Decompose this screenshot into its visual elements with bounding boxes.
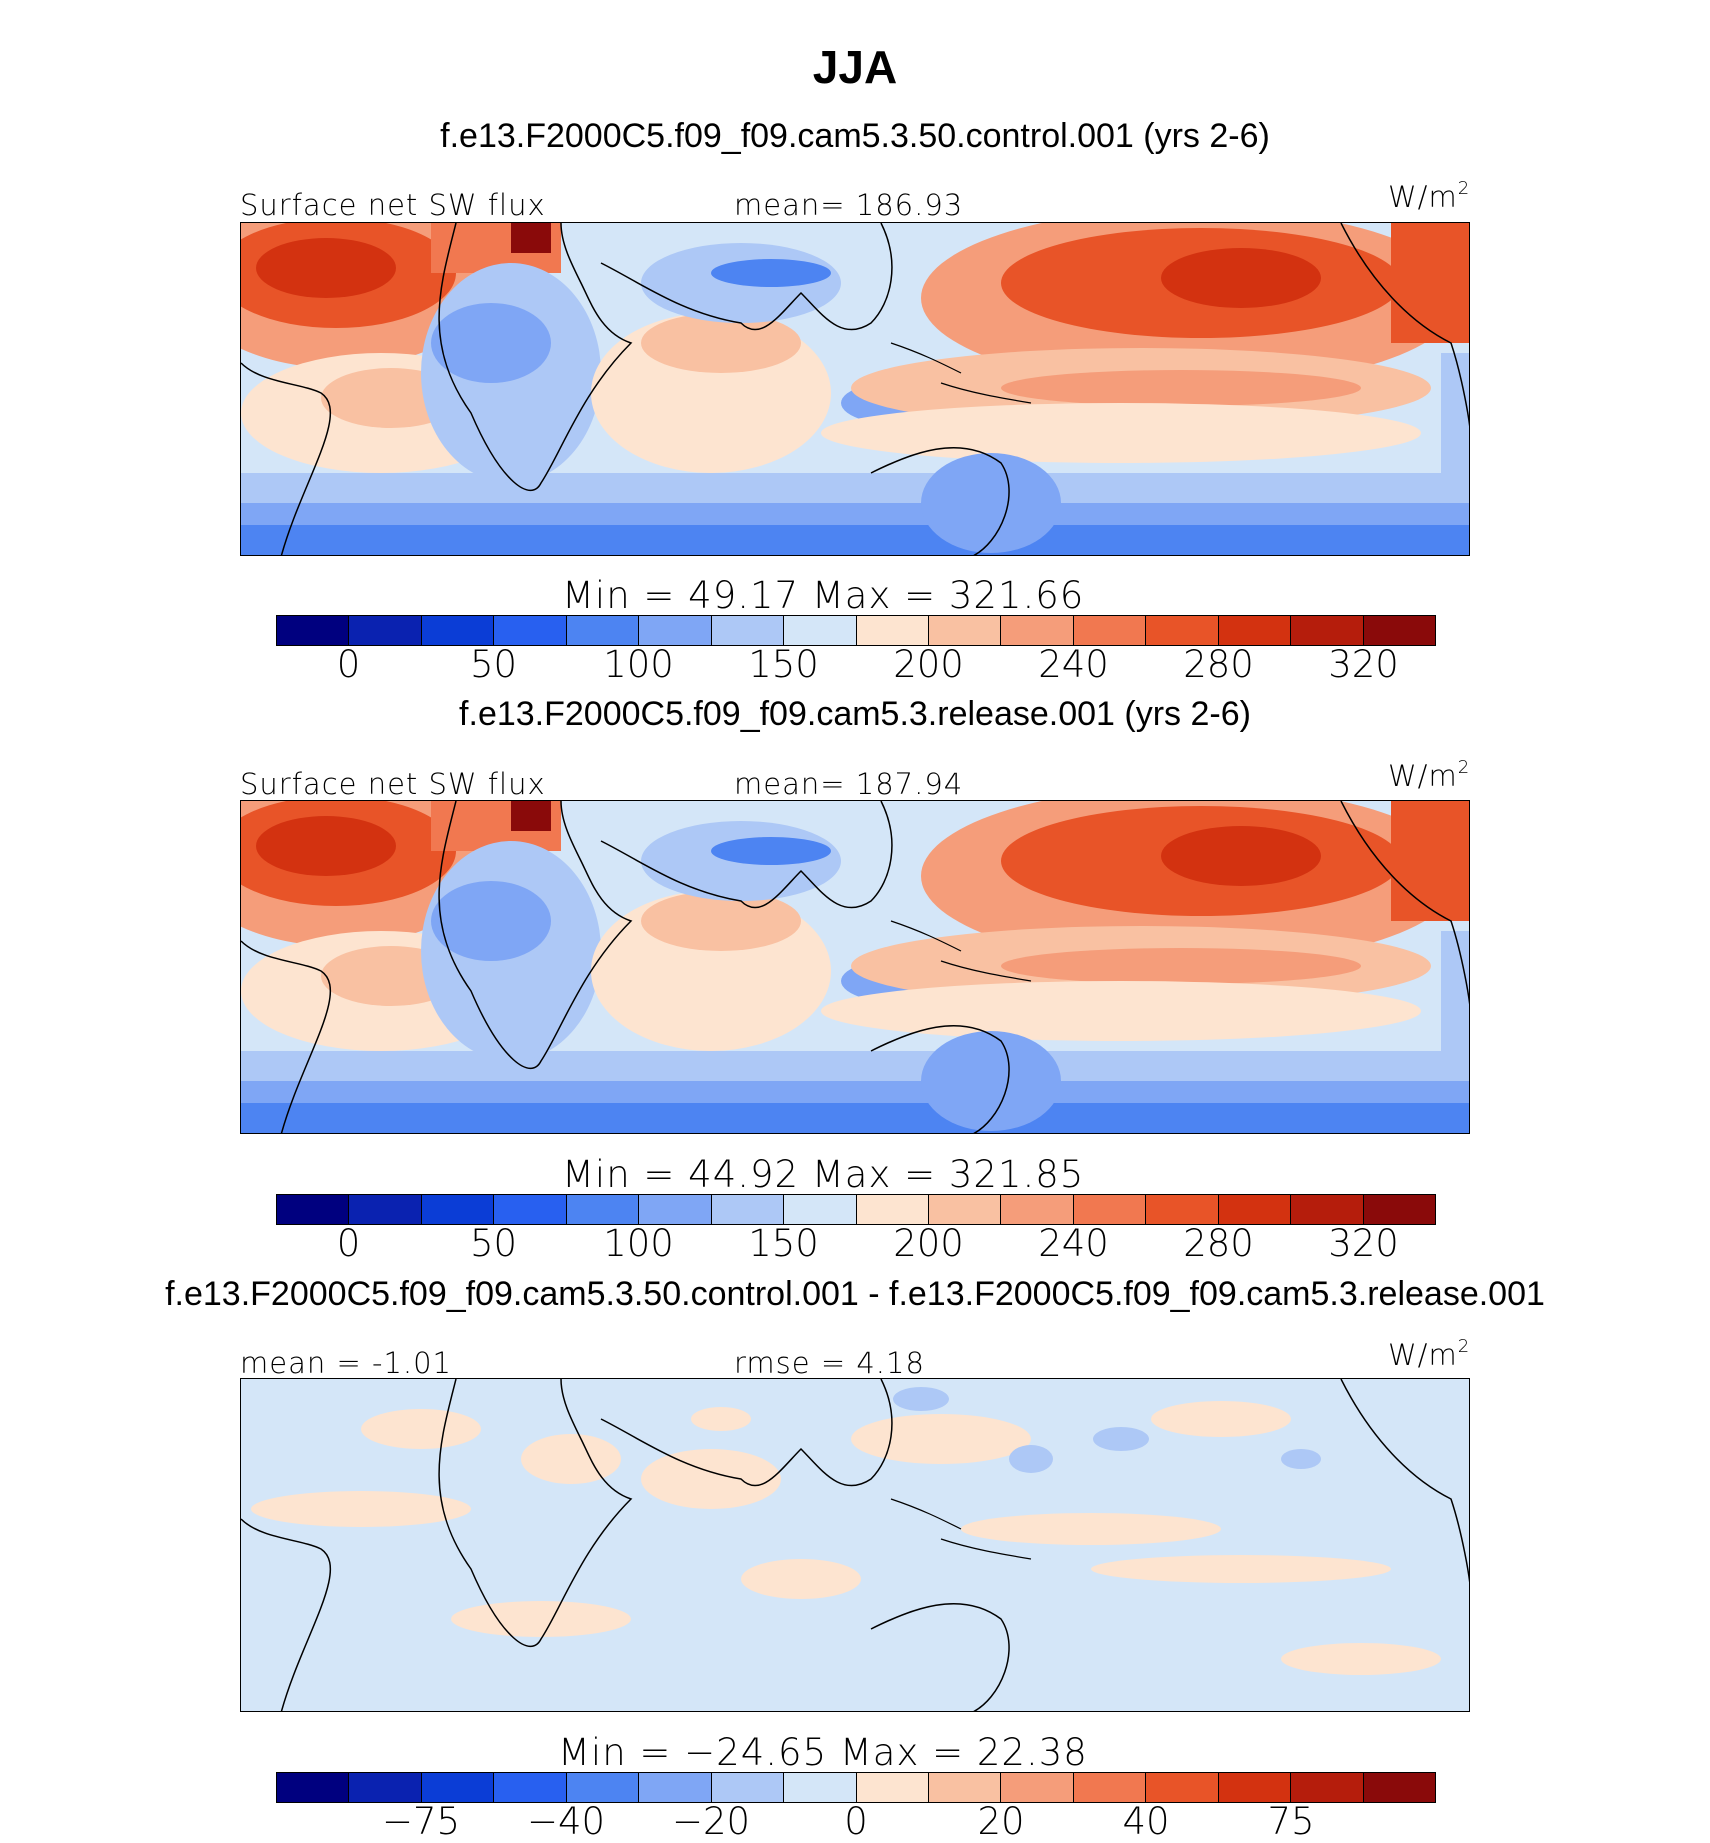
colorbar-segment: [1218, 616, 1292, 645]
colorbar-segment: [928, 1773, 1002, 1802]
colorbar-tick-label: 200: [893, 1222, 964, 1265]
colorbar-tick-label: 0: [336, 643, 361, 686]
colorbar-segment: [928, 616, 1002, 645]
colorbar-tick-label: 320: [1328, 1222, 1399, 1265]
colorbar-segment: [928, 1195, 1002, 1224]
colorbar-segment: [1291, 1195, 1364, 1224]
panel-2-colorbar: [276, 1194, 1436, 1225]
colorbar-tick-label: 50: [469, 1222, 518, 1265]
panel-3-case-title: f.e13.F2000C5.f09_f09.cam5.3.50.control.…: [165, 1275, 1545, 1313]
colorbar-tick-label: 0: [844, 1800, 868, 1843]
colorbar-segment: [1218, 1773, 1292, 1802]
panel-2-units: W/m2: [1388, 757, 1471, 794]
colorbar-segment: [421, 1195, 495, 1224]
panel-2-map-svg: [241, 801, 1469, 1133]
colorbar-segment: [494, 616, 567, 645]
colorbar-segment: [349, 616, 422, 645]
panel-1-min-max: Min = 49.17 Max = 321.66: [562, 574, 1085, 617]
panel-1-mean-label: mean= 186.93: [734, 188, 964, 222]
panel-3-rmse-label: rmse = 4.18: [734, 1346, 925, 1380]
colorbar-segment: [349, 1195, 422, 1224]
colorbar-segment: [639, 1773, 712, 1802]
colorbar-segment: [1363, 616, 1435, 645]
colorbar-segment: [784, 1773, 857, 1802]
colorbar-segment: [1001, 1195, 1074, 1224]
panel-1-variable-label: Surface net SW flux: [240, 188, 546, 222]
colorbar-segment: [494, 1773, 567, 1802]
colorbar-segment: [784, 616, 857, 645]
colorbar-tick-label: −40: [526, 1800, 606, 1843]
panel-2-map: [240, 800, 1470, 1134]
colorbar-segment: [784, 1195, 857, 1224]
panel-3-colorbar: [276, 1772, 1436, 1803]
colorbar-tick-label: 100: [603, 643, 674, 686]
colorbar-segment: [1073, 616, 1147, 645]
colorbar-segment: [421, 1773, 495, 1802]
panel-1-colorbar-ticks: 0 50 100 150 200 240 280 320: [0, 643, 1710, 693]
colorbar-segment: [1363, 1773, 1435, 1802]
panel-1-map-svg: [241, 223, 1469, 555]
colorbar-segment: [711, 1195, 785, 1224]
panel-1-map: [240, 222, 1470, 556]
panel-1-colorbar: [276, 615, 1436, 646]
panel-2-mean-label: mean= 187.94: [734, 767, 964, 801]
panel-3-map: [240, 1378, 1470, 1712]
colorbar-tick-label: 240: [1038, 643, 1109, 686]
colorbar-segment: [1001, 1773, 1074, 1802]
panel-2-min-max: Min = 44.92 Max = 321.85: [562, 1153, 1085, 1196]
panel-1-case-title: f.e13.F2000C5.f09_f09.cam5.3.50.control.…: [440, 117, 1270, 155]
colorbar-segment: [1146, 1195, 1219, 1224]
colorbar-segment: [1073, 1195, 1147, 1224]
panel-3-colorbar-ticks: −75 −40 −20 0 20 40 75: [0, 1800, 1710, 1843]
colorbar-tick-label: 75: [1267, 1800, 1315, 1843]
colorbar-segment: [711, 1773, 785, 1802]
colorbar-segment: [1146, 616, 1219, 645]
panel-3-min-max: Min = −24.65 Max = 22.38: [558, 1731, 1088, 1774]
colorbar-segment: [1291, 616, 1364, 645]
colorbar-tick-label: 240: [1038, 1222, 1109, 1265]
colorbar-segment: [349, 1773, 422, 1802]
colorbar-segment: [856, 1195, 929, 1224]
colorbar-tick-label: −20: [671, 1800, 751, 1843]
colorbar-tick-label: 320: [1328, 643, 1399, 686]
colorbar-segment: [566, 1195, 640, 1224]
colorbar-segment: [1218, 1195, 1292, 1224]
colorbar-tick-label: 200: [893, 643, 964, 686]
colorbar-segment: [639, 1195, 712, 1224]
colorbar-segment: [277, 1773, 350, 1802]
colorbar-tick-label: 150: [748, 1222, 819, 1265]
colorbar-segment: [277, 616, 350, 645]
colorbar-segment: [494, 1195, 567, 1224]
colorbar-segment: [1291, 1773, 1364, 1802]
colorbar-tick-label: 0: [336, 1222, 361, 1265]
colorbar-segment: [639, 616, 712, 645]
colorbar-tick-label: 40: [1122, 1800, 1170, 1843]
colorbar-segment: [1001, 616, 1074, 645]
colorbar-segment: [566, 616, 640, 645]
colorbar-tick-label: 150: [748, 643, 819, 686]
colorbar-tick-label: 280: [1183, 1222, 1254, 1265]
colorbar-segment: [566, 1773, 640, 1802]
colorbar-segment: [856, 1773, 929, 1802]
colorbar-segment: [856, 616, 929, 645]
colorbar-segment: [1363, 1195, 1435, 1224]
panel-3-mean-label: mean = -1.01: [240, 1346, 453, 1380]
panel-2-case-title: f.e13.F2000C5.f09_f09.cam5.3.release.001…: [459, 695, 1251, 733]
colorbar-segment: [711, 616, 785, 645]
colorbar-segment: [421, 616, 495, 645]
colorbar-tick-label: 100: [603, 1222, 674, 1265]
panel-2-colorbar-ticks: 0 50 100 150 200 240 280 320: [0, 1222, 1710, 1272]
colorbar-segment: [1073, 1773, 1147, 1802]
colorbar-tick-label: 20: [977, 1800, 1025, 1843]
colorbar-tick-label: 280: [1183, 643, 1254, 686]
panel-3-map-svg: [241, 1379, 1469, 1711]
colorbar-segment: [277, 1195, 350, 1224]
colorbar-tick-label: −75: [381, 1800, 461, 1843]
panel-2-variable-label: Surface net SW flux: [240, 767, 546, 801]
colorbar-segment: [1146, 1773, 1219, 1802]
figure-title: JJA: [812, 41, 898, 93]
panel-3-units: W/m2: [1388, 1336, 1471, 1373]
colorbar-tick-label: 50: [469, 643, 518, 686]
panel-1-units: W/m2: [1388, 178, 1471, 215]
